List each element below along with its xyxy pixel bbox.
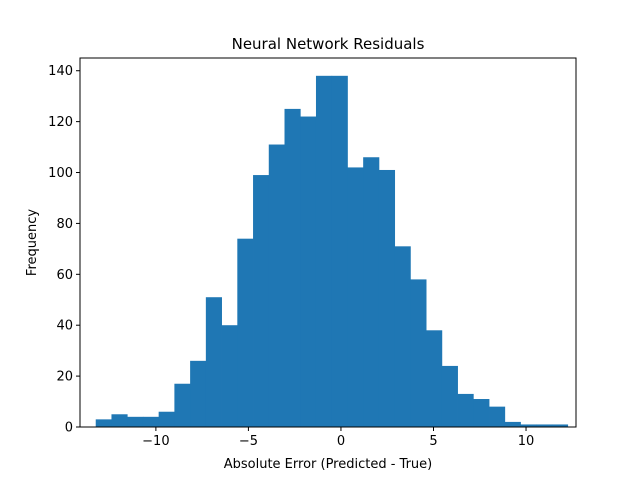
x-axis-ticks: −10 −5 0 5 10: [142, 427, 534, 449]
x-axis-label: Absolute Error (Predicted - True): [224, 457, 433, 472]
histogram-bar: [473, 399, 490, 427]
x-tick-label: 0: [337, 434, 345, 449]
histogram-bar: [441, 365, 458, 427]
histogram-bar: [410, 279, 427, 427]
y-tick-label: 120: [48, 115, 73, 130]
histogram-bar: [426, 330, 443, 427]
histogram-bar: [347, 167, 364, 427]
histogram-bars: [95, 75, 569, 428]
y-tick-label: 100: [48, 166, 73, 181]
histogram-bar: [331, 75, 348, 428]
y-tick-label: 40: [56, 319, 73, 334]
x-tick-label: 5: [429, 434, 437, 449]
histogram-bar: [221, 325, 238, 427]
histogram-bar: [205, 297, 222, 427]
histogram-bar: [253, 175, 270, 427]
histogram-bar: [504, 421, 521, 427]
x-tick-label: −5: [239, 434, 258, 449]
histogram-bar: [174, 383, 191, 427]
histogram-bar: [378, 169, 396, 427]
y-tick-label: 20: [56, 370, 73, 385]
histogram-bar: [300, 116, 317, 427]
plot-frame: [79, 57, 577, 428]
histogram-bar: [158, 411, 175, 427]
histogram-bar: [520, 424, 537, 427]
chart-title: Neural Network Residuals: [232, 35, 425, 53]
histogram-bar: [111, 414, 128, 427]
histogram-bar: [551, 424, 569, 427]
y-tick-label: 60: [56, 268, 73, 283]
histogram-bar: [457, 393, 474, 427]
histogram-bar: [284, 108, 301, 428]
histogram-bar: [142, 416, 160, 427]
histogram-bar: [190, 360, 207, 427]
histogram-bar: [363, 157, 380, 427]
y-axis-label: Frequency: [25, 209, 40, 276]
x-tick-label: −10: [142, 434, 169, 449]
x-tick-label: 10: [518, 434, 535, 449]
histogram-bar: [127, 416, 144, 427]
y-tick-label: 0: [65, 421, 73, 436]
y-tick-label: 140: [48, 64, 73, 79]
y-tick-label: 80: [56, 217, 73, 232]
histogram-bar: [268, 144, 285, 427]
histogram-bar: [394, 246, 411, 427]
histogram-bar: [95, 419, 112, 427]
histogram-bar: [237, 238, 254, 427]
y-axis-ticks: 0 20 40 60 80 100 120 140: [48, 64, 80, 436]
histogram-bar: [536, 424, 553, 427]
histogram-bar: [489, 406, 506, 427]
histogram-bar: [315, 75, 333, 428]
